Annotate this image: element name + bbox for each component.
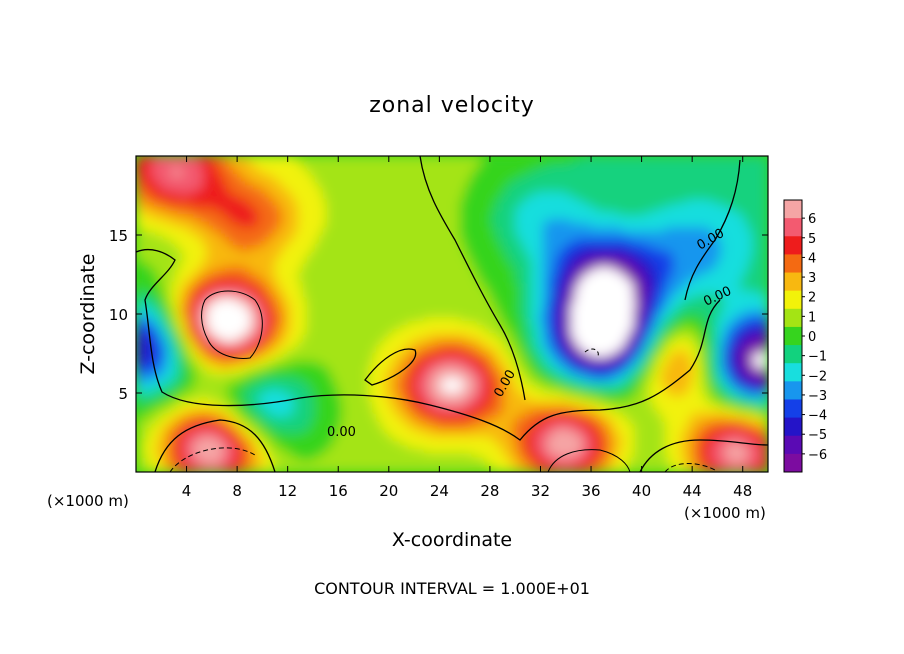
x-tick-label: 20 [379, 482, 398, 500]
x-axis-label: X-coordinate [392, 529, 512, 551]
x-tick-label: 24 [430, 482, 449, 500]
colorbar-label: 6 [808, 212, 816, 227]
colorbar-swatch [784, 236, 802, 255]
colorbar-label: 3 [808, 271, 816, 286]
colorbar-label: 2 [808, 291, 816, 306]
y-tick-labels: 5 10 15 [109, 227, 128, 403]
contour-label: 0.00 [327, 425, 356, 440]
colorbar-label: 4 [808, 251, 816, 266]
x-tick-labels: 4 8 12 16 20 24 28 32 36 40 44 48 [182, 482, 752, 500]
velocity-heatmap [136, 156, 768, 472]
x-tick-label: 44 [683, 482, 702, 500]
x-unit-right: (×1000 m) [684, 504, 766, 522]
colorbar-label: −4 [808, 409, 827, 424]
x-tick-label: 16 [329, 482, 348, 500]
colorbar-label: 1 [808, 310, 816, 325]
zero-contour-left [136, 248, 721, 441]
contour-neg-bottom-right [664, 463, 716, 472]
x-tick-label: 28 [480, 482, 499, 500]
x-tick-label: 12 [278, 482, 297, 500]
colorbar-swatch [784, 399, 802, 419]
axis-ticks [136, 156, 768, 472]
zero-contour-blob [364, 348, 417, 386]
colorbar: 6 5 4 3 2 1 0 −1 −2 −3 −4 −5 −6 [783, 199, 827, 473]
colorbar-swatch [784, 363, 802, 382]
plot-area: 0.00 0.00 0.00 0.00 4 8 12 16 20 24 28 32 36 40 44… [109, 155, 769, 500]
zero-contour-mid [419, 156, 526, 401]
x-unit-left: (×1000 m) [47, 492, 129, 510]
contour-lines [136, 156, 768, 472]
x-tick-label: 4 [182, 482, 192, 500]
colorbar-label: −6 [808, 448, 827, 463]
colorbar-swatch [784, 290, 802, 310]
colorbar-swatch [784, 345, 802, 364]
colorbar-swatch [784, 326, 802, 346]
colorbar-swatch [784, 218, 802, 237]
contour-neg-small [584, 348, 599, 357]
contour-inner-bottom-right [547, 449, 631, 472]
x-tick-label: 8 [232, 482, 242, 500]
x-tick-label: 40 [632, 482, 651, 500]
colorbar-label: 5 [808, 232, 816, 247]
colorbar-swatch [784, 200, 802, 219]
colorbar-swatch [784, 417, 802, 437]
colorbar-label: −2 [808, 369, 827, 384]
colorbar-label: −5 [808, 428, 827, 443]
colorbar-swatch [784, 381, 802, 400]
colorbar-label: −1 [808, 350, 827, 365]
chart-title: zonal velocity [369, 93, 535, 118]
colorbar-swatch [784, 254, 802, 274]
contour-neg-bottom-left [169, 447, 256, 472]
colorbar-label: −3 [808, 389, 827, 404]
zero-contour-bottom-right [639, 439, 768, 472]
zero-contour-right [684, 159, 741, 301]
colorbar-label: 0 [808, 330, 816, 345]
colorbar-swatch [784, 435, 802, 455]
x-tick-label: 36 [581, 482, 600, 500]
colorbar-swatch [784, 308, 802, 328]
x-tick-label: 48 [733, 482, 752, 500]
contour-inner-left [201, 290, 263, 359]
colorbar-swatch [784, 453, 802, 473]
contour-interval-note: CONTOUR INTERVAL = 1.000E+01 [314, 579, 590, 598]
y-axis-label: Z-coordinate [77, 254, 99, 375]
y-tick-label: 5 [118, 385, 128, 403]
x-tick-label: 32 [531, 482, 550, 500]
y-tick-label: 10 [109, 306, 128, 324]
colorbar-swatch [784, 272, 802, 292]
y-tick-label: 15 [109, 227, 128, 245]
zero-contour-bottom-left [154, 419, 276, 472]
